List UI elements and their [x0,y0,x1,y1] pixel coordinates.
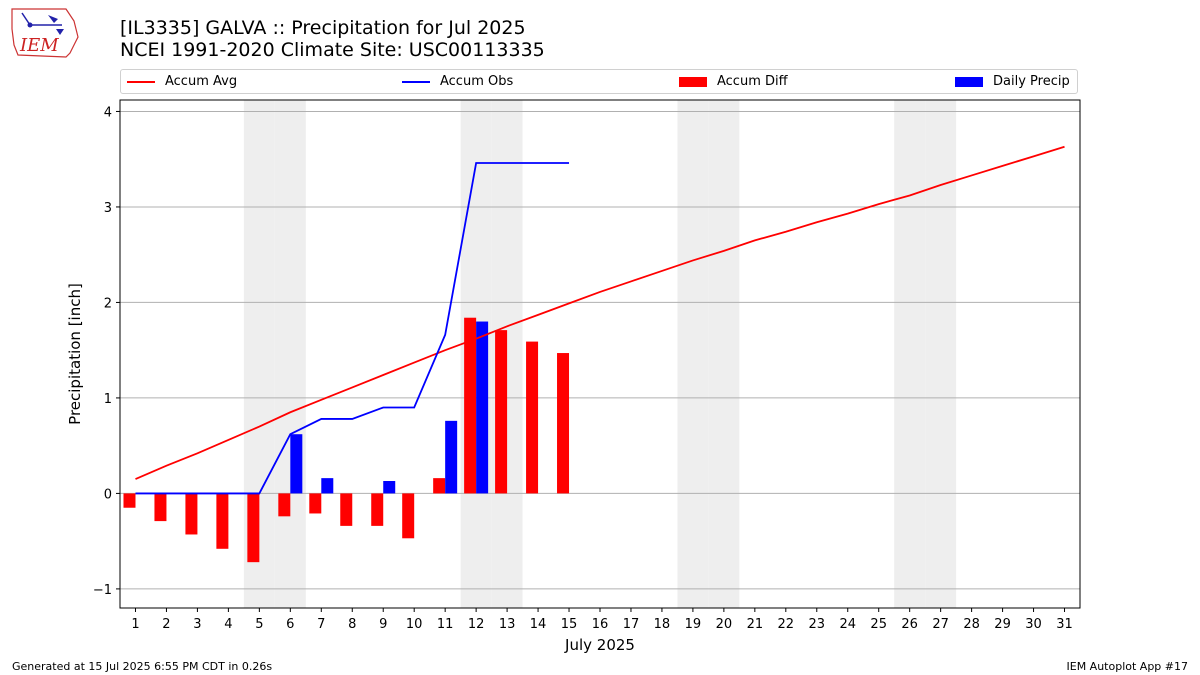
legend-label-accum-obs: Accum Obs [440,74,514,89]
daily-precip-bar [445,420,458,494]
title-line-1: [IL3335] GALVA :: Precipitation for Jul … [120,17,526,39]
x-tick-label: 23 [809,617,826,632]
daily-precip-bar [321,478,334,494]
x-tick-label: 18 [654,617,671,632]
x-tick-label: 15 [561,617,578,632]
x-tick-label: 21 [747,617,764,632]
accum-avg-line [135,145,1065,480]
x-tick-label: 11 [437,617,454,632]
x-tick-label: 30 [1025,617,1042,632]
logo-text: IEM [19,35,59,56]
x-tick-label: 13 [499,617,516,632]
weekend-shade [708,100,740,608]
iem-logo: IEM [8,5,80,59]
accum-diff-bar [247,493,260,563]
weekend-shade [677,100,709,608]
accum-diff-bar [340,493,353,526]
y-tick-label: 4 [104,105,112,120]
accum-diff-bar [123,493,136,508]
accum-diff-bar [402,493,415,539]
daily-precip-bar [383,481,396,494]
chart-legend: Accum Avg Accum Obs Accum Diff Daily Pre… [120,69,1078,94]
weekend-shade [925,100,957,608]
x-tick-label: 7 [317,617,325,632]
accum-diff-bar [557,353,570,494]
accum-diff-bar [464,317,477,494]
accum-diff-bar [526,341,539,494]
y-tick-label: −1 [93,583,112,598]
accum-diff-bar [309,493,322,514]
accum-diff-bar [433,478,446,494]
x-tick-label: 4 [224,617,232,632]
x-tick-label: 19 [685,617,702,632]
x-tick-label: 5 [255,617,263,632]
accum-diff-bar [278,493,291,517]
x-tick-label: 22 [778,617,795,632]
x-tick-label: 10 [406,617,423,632]
y-tick-label: 1 [104,392,112,407]
legend-swatch-accum-avg [127,80,155,83]
legend-label-daily-precip: Daily Precip [993,74,1070,89]
x-tick-label: 29 [994,617,1011,632]
legend-swatch-daily-precip [955,76,983,87]
weekend-shade [894,100,926,608]
footer-generated: Generated at 15 Jul 2025 6:55 PM CDT in … [12,660,273,673]
accum-diff-bar [154,493,167,522]
legend-item-accum-obs: Accum Obs [402,70,513,93]
daily-precip-bar [290,434,303,494]
x-tick-label: 26 [901,617,918,632]
y-tick-label: 3 [104,201,112,216]
accum-obs-line [135,162,570,495]
accum-diff-bar [495,330,508,494]
legend-swatch-accum-diff [679,76,707,87]
legend-label-accum-diff: Accum Diff [717,74,788,89]
x-tick-label: 31 [1056,617,1073,632]
y-tick-label: 0 [104,487,112,502]
legend-item-accum-diff: Accum Diff [679,70,788,93]
weekend-shade [274,100,306,608]
x-tick-label: 27 [932,617,949,632]
legend-item-daily-precip: Daily Precip [955,70,1070,93]
x-tick-label: 8 [348,617,356,632]
x-tick-label: 17 [623,617,640,632]
daily-precip-bar [476,321,489,494]
x-axis-label: July 2025 [564,636,635,654]
x-tick-label: 3 [193,617,201,632]
accum-diff-bar [216,493,229,549]
chart-title: [IL3335] GALVA :: Precipitation for Jul … [120,17,545,61]
x-tick-label: 12 [468,617,485,632]
x-tick-label: 14 [530,617,547,632]
legend-swatch-accum-obs [402,80,430,83]
legend-label-accum-avg: Accum Avg [165,74,238,89]
legend-item-accum-avg: Accum Avg [127,70,237,93]
x-tick-label: 1 [131,617,139,632]
accum-diff-bar [371,493,384,526]
accum-diff-bar [185,493,198,535]
x-tick-label: 28 [963,617,980,632]
x-tick-label: 16 [592,617,609,632]
x-tick-label: 2 [162,617,170,632]
x-tick-label: 24 [839,617,856,632]
footer-app: IEM Autoplot App #17 [1066,660,1189,673]
x-tick-label: 6 [286,617,294,632]
x-tick-label: 9 [379,617,387,632]
iem-logo-icon: IEM [11,8,79,58]
title-line-2: NCEI 1991-2020 Climate Site: USC00113335 [120,39,545,61]
x-tick-label: 20 [716,617,733,632]
y-tick-label: 2 [104,296,112,311]
x-tick-label: 25 [870,617,887,632]
y-axis-label: Precipitation [inch] [66,283,84,425]
